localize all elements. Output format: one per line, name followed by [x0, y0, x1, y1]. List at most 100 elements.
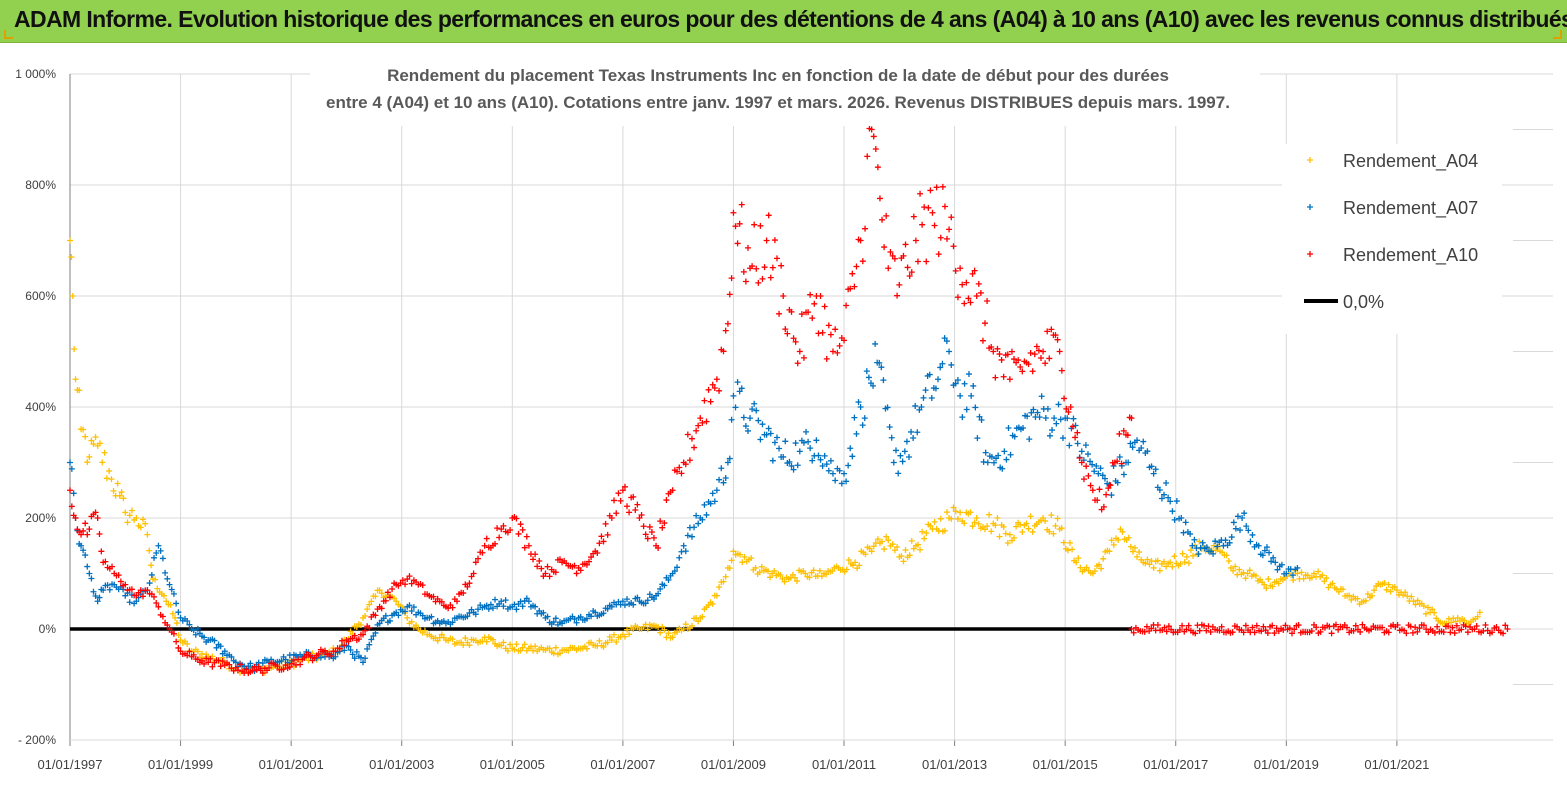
data-point: [1195, 551, 1202, 558]
data-point: [1239, 515, 1246, 521]
data-point: [440, 634, 447, 641]
data-point: [341, 647, 348, 654]
data-point: [1025, 361, 1032, 368]
data-point: [1387, 588, 1394, 595]
data-point: [1130, 629, 1137, 636]
data-point: [86, 526, 93, 533]
data-point: [1286, 625, 1293, 632]
data-point: [152, 576, 159, 583]
data-point: [883, 533, 890, 540]
data-point: [655, 545, 662, 552]
data-point: [151, 593, 158, 600]
data-point: [1003, 456, 1010, 463]
corner-mark: [1553, 30, 1562, 39]
data-point: [374, 621, 381, 628]
data-point: [148, 562, 155, 569]
data-point: [523, 595, 530, 602]
data-point: [722, 573, 729, 580]
data-point: [139, 593, 146, 600]
data-point: [1185, 560, 1192, 567]
data-point: [1128, 626, 1135, 632]
data-point: [263, 667, 270, 674]
data-point: [1323, 575, 1330, 582]
data-point: [391, 610, 398, 617]
data-point: [738, 201, 745, 208]
data-point: [1057, 416, 1064, 423]
data-point: [1261, 547, 1268, 554]
data-point: [807, 445, 814, 452]
data-point: [979, 337, 986, 344]
data-point: [676, 554, 683, 561]
data-point: [1055, 401, 1062, 408]
data-point: [1448, 619, 1455, 626]
data-point: [1350, 627, 1357, 634]
series-Rendement_A04: [67, 237, 1483, 676]
data-point: [853, 430, 860, 437]
data-point: [68, 465, 75, 472]
data-point: [761, 264, 768, 271]
data-point: [430, 593, 437, 600]
x-tick-label: 01/01/2021: [1364, 757, 1429, 772]
data-point: [1187, 530, 1194, 537]
data-point: [1091, 568, 1098, 575]
data-point: [667, 572, 674, 579]
data-point: [175, 609, 182, 616]
data-point: [1140, 438, 1147, 445]
legend-label: 0,0%: [1343, 292, 1384, 312]
data-point: [1242, 622, 1249, 629]
data-point: [1354, 595, 1361, 602]
data-point: [408, 580, 415, 587]
data-point: [1414, 628, 1421, 635]
data-point: [611, 497, 618, 504]
data-point: [406, 573, 413, 580]
data-point: [395, 612, 402, 619]
data-point: [386, 594, 393, 601]
data-point: [1011, 534, 1018, 541]
data-point: [1402, 589, 1409, 596]
data-point: [716, 476, 723, 483]
data-point: [917, 190, 924, 197]
data-point: [1500, 630, 1507, 637]
data-point: [1343, 624, 1350, 631]
data-point: [699, 516, 706, 523]
data-point: [895, 470, 902, 477]
data-point: [355, 636, 362, 643]
data-point: [977, 289, 984, 296]
data-point: [1229, 629, 1236, 636]
data-point: [172, 614, 179, 621]
data-point: [749, 406, 756, 413]
data-point: [76, 387, 83, 394]
data-point: [734, 240, 741, 247]
data-point: [1104, 480, 1111, 487]
data-point: [479, 604, 486, 611]
data-point: [1067, 539, 1074, 546]
data-point: [1008, 348, 1015, 355]
data-point: [630, 626, 637, 633]
data-point: [1308, 574, 1315, 581]
data-point: [954, 376, 961, 383]
data-point: [84, 531, 91, 538]
data-point: [483, 535, 490, 542]
data-point: [1158, 495, 1165, 502]
data-point: [1232, 563, 1239, 570]
data-point: [451, 640, 458, 647]
data-point: [378, 605, 385, 612]
data-point: [870, 133, 877, 140]
data-point: [878, 364, 885, 371]
data-point: [959, 281, 966, 288]
data-point: [914, 541, 921, 548]
data-point: [391, 580, 398, 587]
data-point: [751, 400, 758, 407]
data-point: [215, 657, 222, 664]
header-bar: ADAM Informe. Evolution historique des p…: [0, 0, 1567, 43]
data-point: [894, 292, 901, 299]
data-point: [360, 659, 367, 666]
data-point: [1259, 579, 1266, 586]
data-point: [707, 500, 714, 507]
data-point: [921, 204, 928, 211]
data-point: [886, 424, 893, 431]
data-point: [536, 558, 543, 565]
data-point: [730, 392, 737, 399]
data-point: [349, 651, 356, 658]
data-point: [883, 212, 890, 219]
